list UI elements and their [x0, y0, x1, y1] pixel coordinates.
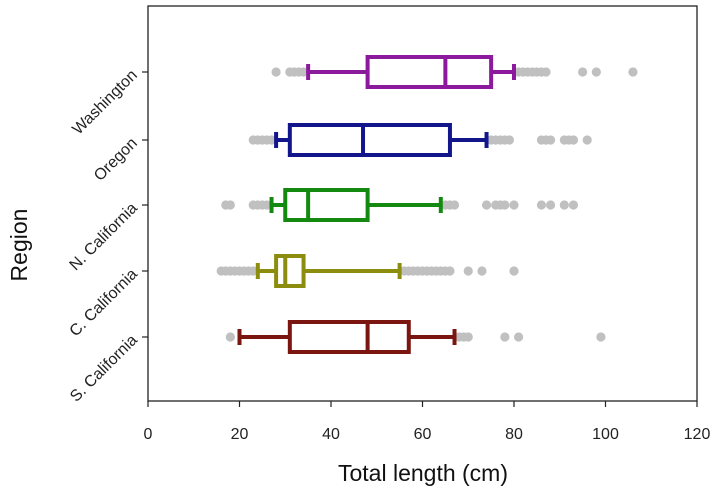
- outlier-point: [591, 67, 601, 77]
- outlier-point: [559, 200, 569, 210]
- outlier-point: [536, 200, 547, 210]
- outlier-point: [500, 200, 510, 210]
- outlier-point: [445, 266, 455, 276]
- x-tick-label: 60: [414, 426, 432, 443]
- outlier-point: [477, 266, 487, 276]
- outlier-point: [582, 135, 592, 145]
- x-tick-label: 80: [505, 426, 523, 443]
- box-iqr: [287, 123, 452, 157]
- outlier-point: [225, 200, 235, 210]
- outlier-point: [509, 200, 519, 210]
- y-axis-title: Region: [6, 209, 32, 282]
- outlier-point: [509, 266, 519, 276]
- outlier-point: [266, 135, 277, 145]
- outlier-point: [541, 67, 551, 77]
- outlier-point: [504, 135, 515, 145]
- outlier-point: [578, 67, 588, 77]
- outlier-point: [513, 332, 524, 342]
- outlier-point: [225, 332, 235, 342]
- x-tick-label: 20: [231, 426, 249, 443]
- outlier-point: [463, 332, 473, 342]
- x-tick-label: 0: [144, 426, 153, 443]
- x-axis-title: Total length (cm): [338, 460, 508, 486]
- outlier-point: [568, 135, 579, 145]
- outlier-point: [546, 200, 556, 210]
- outlier-point: [596, 332, 606, 342]
- outlier-point: [271, 67, 281, 77]
- y-category-label: C. California: [67, 266, 141, 340]
- x-tick-label: 100: [592, 426, 619, 443]
- y-category-label: S. California: [67, 332, 141, 406]
- x-tick-label: 40: [322, 426, 340, 443]
- y-category-label: Washington: [69, 67, 140, 138]
- box-iqr: [283, 188, 370, 222]
- outlier-point: [500, 332, 510, 342]
- x-tick-label: 120: [684, 426, 711, 443]
- box-iqr: [287, 320, 411, 354]
- y-category-label: N. California: [67, 200, 141, 274]
- box-iqr: [274, 254, 306, 288]
- box-iqr: [365, 55, 494, 89]
- outlier-point: [568, 200, 579, 210]
- outlier-point: [449, 200, 460, 210]
- outlier-point: [248, 266, 258, 276]
- outlier-point: [463, 266, 473, 276]
- outlier-point: [298, 67, 309, 77]
- outlier-point: [628, 67, 638, 77]
- outlier-point: [481, 200, 492, 210]
- outlier-point: [546, 135, 556, 145]
- outlier-point: [262, 200, 272, 210]
- y-category-label: Oregon: [91, 135, 141, 185]
